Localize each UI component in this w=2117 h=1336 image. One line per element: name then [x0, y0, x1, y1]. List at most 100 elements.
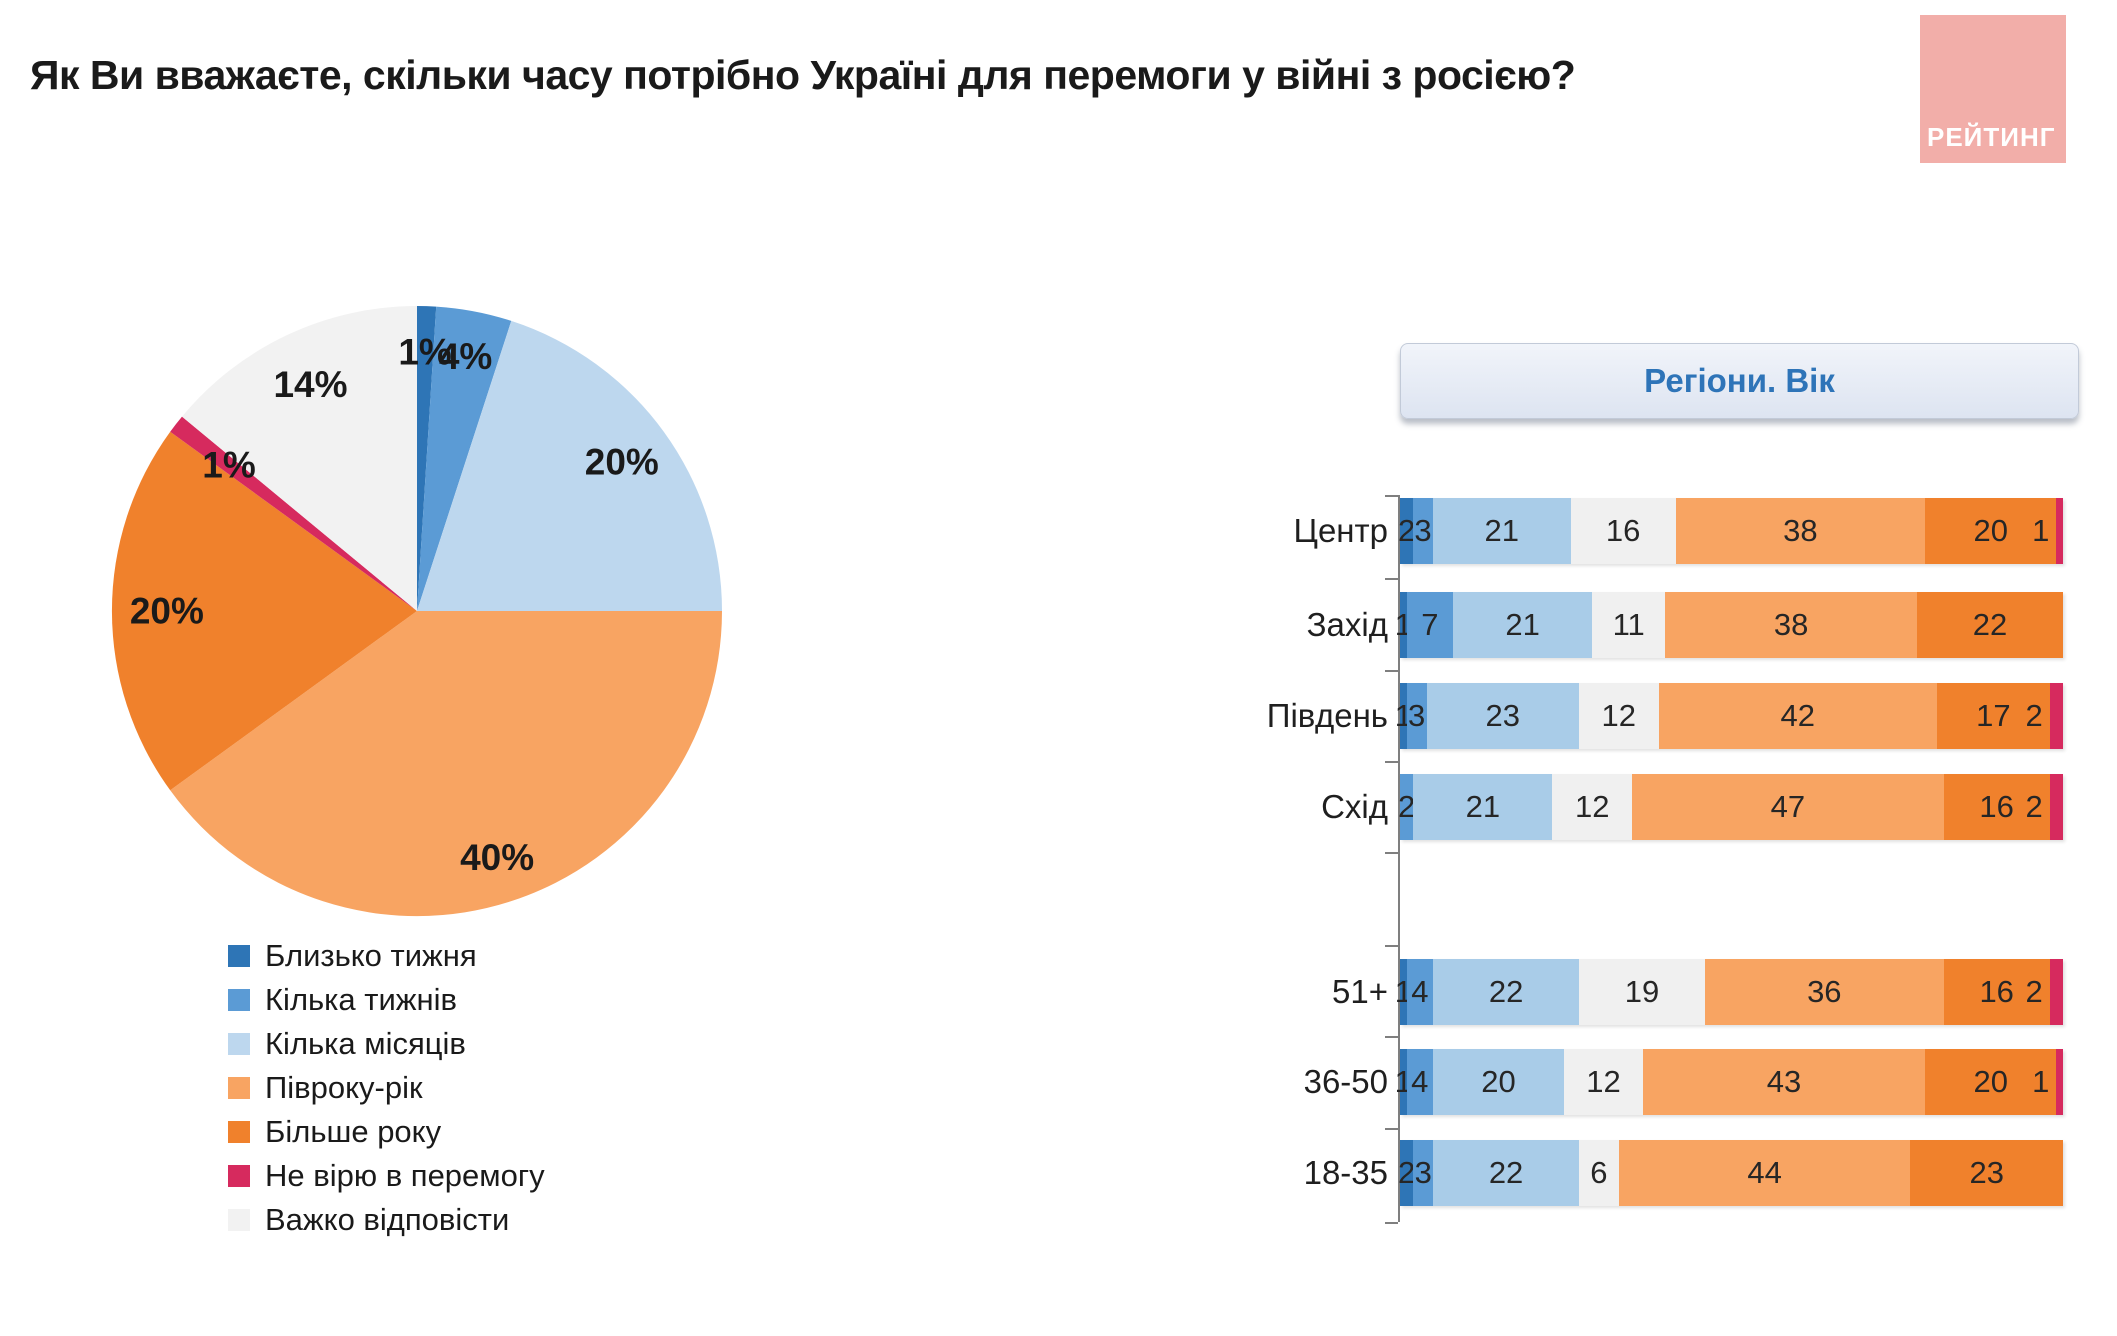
axis-tick: [1385, 495, 1398, 497]
bar-category-3: Схід: [1321, 788, 1388, 825]
bar-segment-value: 22: [1972, 607, 2008, 642]
pie-label-0: 1%: [398, 331, 451, 372]
bar-segment: 12: [1564, 1049, 1643, 1115]
bar-segment: 2: [2025, 774, 2063, 840]
bar-segment-value: 21: [1465, 789, 1501, 824]
bar-segment-value: 42: [1780, 698, 1815, 733]
legend-label: Півроку-рік: [265, 1070, 423, 1105]
bar-segment: 21: [1413, 774, 1553, 840]
bar-segment: 16: [1943, 959, 2050, 1025]
pie-label-4: 20%: [130, 591, 204, 632]
bar-segment: 12: [1578, 683, 1659, 749]
panel-header: Регіони. Вік: [1400, 343, 2079, 419]
axis-tick: [1385, 945, 1398, 947]
bar-segment-value: 7: [1421, 607, 1439, 642]
bar-segment: 22: [1433, 959, 1579, 1025]
axis-tick: [1385, 670, 1398, 672]
bar-segment-value: 43: [1766, 1064, 1802, 1099]
bar-segment-value: 44: [1747, 1155, 1782, 1190]
pie-label-5: 1%: [202, 445, 255, 486]
bar-segment-value: 3: [1414, 1155, 1432, 1190]
bar-segment-value: 12: [1575, 789, 1610, 824]
legend-swatch: [228, 1165, 250, 1187]
bar-segment: 1: [2032, 498, 2063, 564]
legend-swatch: [228, 1209, 250, 1231]
legend-item: Важко відповісти: [228, 1198, 545, 1242]
bar-category-0: Центр: [1293, 512, 1388, 549]
bar-segment-value: 4: [1411, 974, 1429, 1009]
legend-label: Кілька тижнів: [265, 982, 458, 1017]
legend-label: Важко відповісти: [265, 1202, 510, 1237]
bar-segment: 2: [1398, 1140, 1415, 1206]
legend-item: Не вірю в перемогу: [228, 1154, 545, 1198]
bar-row-5: 1 4 20 12 43 20 1: [1395, 1049, 2063, 1115]
legend-swatch: [228, 1033, 250, 1055]
bar-segment-value: 2: [1397, 513, 1416, 548]
bar-segment-value: 21: [1484, 513, 1519, 548]
bar-segment-value: 36: [1807, 974, 1842, 1009]
bar-segment-value: 16: [1605, 513, 1641, 548]
bar-segment: 23: [1426, 683, 1579, 749]
pie-slice-1: [417, 306, 512, 611]
bar-segment-value: 6: [1590, 1155, 1608, 1190]
bar-segment-value: 16: [1979, 789, 2014, 824]
bar-segment-value: 2: [1398, 789, 1416, 824]
bar-segment-value: 2: [2025, 789, 2043, 824]
bar-segment: 42: [1658, 683, 1937, 749]
bar-segment-value: 38: [1773, 607, 1809, 642]
bar-category-2: Південь: [1266, 697, 1388, 734]
bar-category-5: 36-50: [1303, 1063, 1388, 1100]
pie-chart: 1%4%20%40%20%1%14%: [111, 306, 723, 917]
bar-segment-value: 12: [1601, 698, 1636, 733]
bar-segment: 20: [1925, 498, 2057, 564]
pie-slice-2: [417, 320, 722, 611]
pie-label-2: 20%: [585, 442, 659, 483]
bar-segment-value: 23: [1485, 698, 1520, 733]
bar-row-1: 1 7 21 11 38 22: [1395, 592, 2063, 658]
bar-row-2: 1 3 23 12 42 17 2: [1395, 683, 2063, 749]
bar-segment-value: 3: [1414, 513, 1432, 548]
legend-item: Близько тижня: [228, 934, 545, 978]
pie-slice-6: [182, 306, 417, 611]
bar-segment: 4: [1406, 959, 1434, 1025]
rating-group-logo: РЕЙТИНГ: [1920, 15, 2066, 163]
bar-segment: 38: [1665, 592, 1918, 658]
bar-segment: 36: [1704, 959, 1944, 1025]
bar-segment: 16: [1943, 774, 2050, 840]
bar-segment-value: 23: [1969, 1155, 2004, 1190]
bar-segment-value: 4: [1411, 1064, 1429, 1099]
axis-tick: [1385, 761, 1398, 763]
bar-segment-value: 16: [1979, 974, 2014, 1009]
legend-label: Близько тижня: [265, 938, 477, 973]
bar-category-6: 18-35: [1303, 1154, 1388, 1191]
axis-tick: [1385, 578, 1398, 580]
bar-segment: 2: [1398, 774, 1416, 840]
bar-segment: 17: [1936, 683, 2050, 749]
axis-tick: [1385, 1128, 1398, 1130]
pie-slice-4: [111, 431, 417, 791]
bar-segment: 1: [1395, 592, 1412, 658]
bar-segment-value: 17: [1976, 698, 2011, 733]
bar-segment-value: 11: [1612, 607, 1645, 642]
axis-tick: [1385, 1036, 1398, 1038]
pie-label-3: 40%: [460, 837, 534, 878]
bar-axis-line: [1398, 495, 1400, 1222]
bar-segment: 19: [1579, 959, 1705, 1025]
bar-row-3: 2 21 12 47 16 2: [1398, 774, 2063, 840]
bar-segment-value: 19: [1624, 974, 1660, 1009]
bar-segment-value: 1: [2032, 1064, 2050, 1099]
legend-item: Півроку-рік: [228, 1066, 545, 1110]
bar-segment: 11: [1592, 592, 1666, 658]
legend-label: Кілька місяців: [265, 1026, 466, 1061]
bar-segment: 1: [1395, 959, 1412, 1025]
bar-category-1: Захід: [1306, 606, 1388, 643]
bar-segment-value: 2: [2025, 698, 2043, 733]
bar-segment: 1: [1395, 683, 1412, 749]
legend-swatch: [228, 989, 250, 1011]
legend-swatch: [228, 1121, 250, 1143]
bar-segment-value: 2: [2025, 974, 2043, 1009]
bar-segment: 3: [1413, 498, 1433, 564]
bar-segment: 16: [1570, 498, 1676, 564]
legend-label: Не вірю в перемогу: [265, 1158, 545, 1193]
